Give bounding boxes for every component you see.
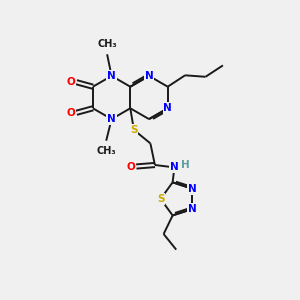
Text: N: N — [107, 71, 116, 81]
Text: O: O — [67, 108, 75, 118]
Text: N: N — [163, 103, 172, 113]
Text: S: S — [157, 194, 164, 204]
Text: CH₃: CH₃ — [96, 146, 116, 156]
Text: O: O — [67, 77, 75, 87]
Text: N: N — [145, 71, 153, 81]
Text: N: N — [170, 162, 179, 172]
Text: CH₃: CH₃ — [97, 39, 117, 49]
Text: O: O — [127, 161, 135, 172]
Text: N: N — [107, 114, 116, 124]
Text: H: H — [181, 160, 189, 170]
Text: N: N — [188, 184, 197, 194]
Text: S: S — [130, 125, 138, 135]
Text: N: N — [188, 204, 197, 214]
